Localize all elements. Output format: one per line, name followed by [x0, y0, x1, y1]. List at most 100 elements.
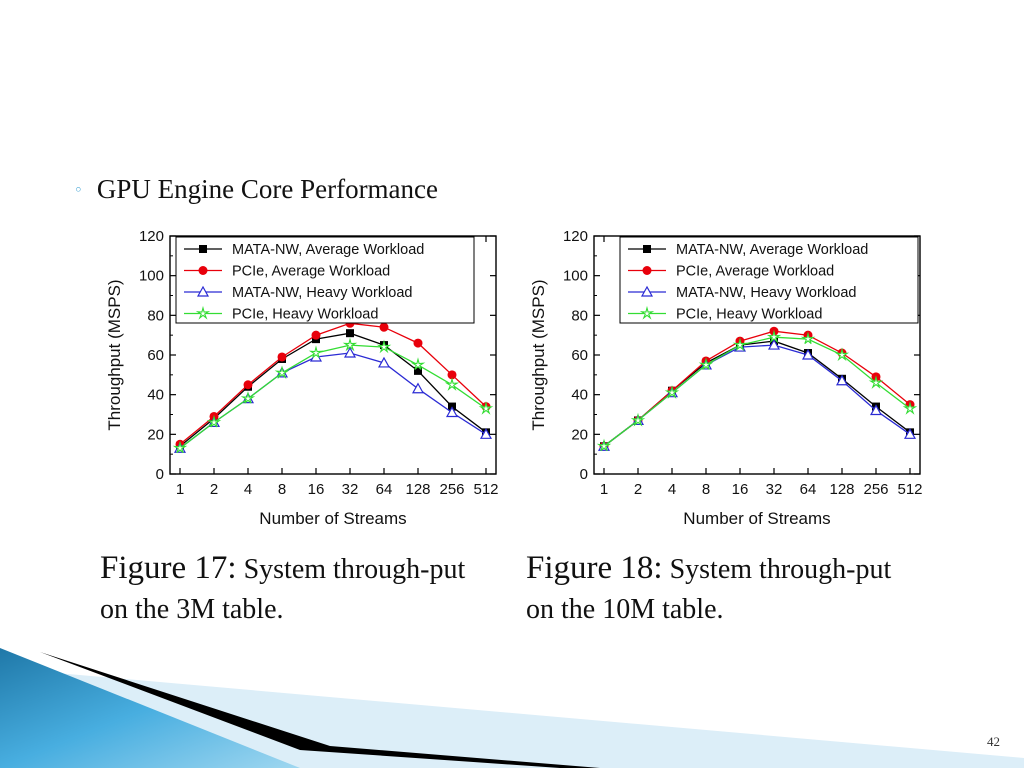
data-point [478, 401, 494, 415]
y-tick-label: 60 [147, 347, 164, 364]
legend-box [175, 236, 475, 324]
data-point [445, 406, 459, 418]
data-point [376, 339, 392, 354]
data-point [411, 382, 425, 394]
data-point [377, 356, 391, 368]
series-3 [172, 337, 494, 454]
x-tick-label: 512 [473, 481, 498, 498]
legend-marker [198, 266, 208, 275]
data-point [767, 338, 781, 350]
data-point [869, 404, 883, 416]
bullet-item: ◦ GPU Engine Core Performance [74, 174, 438, 205]
data-point [277, 352, 287, 362]
series-line [603, 344, 911, 447]
series-line [179, 322, 487, 445]
data-point [903, 428, 917, 439]
legend-label: MATA-NW, Heavy Workload [232, 285, 412, 301]
series-3 [596, 329, 918, 452]
legend-marker [199, 245, 207, 253]
x-axis-label: Number of Streams [683, 509, 830, 528]
x-tick-label: 16 [732, 481, 749, 498]
figure-18-chart: 0 20 40 60 80 100 120 1 2 4 8 16 32 64 128 256 512 Number… [522, 226, 932, 538]
legend-label: PCIe, Average Workload [232, 264, 390, 280]
x-tick-label: 256 [439, 481, 464, 498]
y-axis-label: Throughput (MSPS) [105, 279, 124, 430]
y-tick-label: 20 [571, 426, 588, 443]
legend-marker [643, 245, 651, 253]
legend-label: MATA-NW, Heavy Workload [676, 285, 856, 301]
data-point [240, 390, 256, 404]
data-point [630, 412, 646, 427]
x-tick-label: 64 [800, 481, 817, 498]
data-point [732, 337, 748, 352]
legend-label: PCIe, Heavy Workload [232, 307, 378, 323]
legend: MATA-NW, Average Workload PCIe, Average W… [175, 236, 475, 324]
data-point [664, 385, 680, 399]
y-tick-label: 0 [156, 466, 164, 483]
series-0 [600, 337, 914, 451]
legend-marker [642, 266, 652, 275]
y-tick-label: 40 [571, 387, 588, 404]
legend-label: PCIe, Heavy Workload [676, 307, 822, 323]
x-tick-label: 2 [634, 481, 642, 498]
legend-label: MATA-NW, Average Workload [676, 242, 868, 258]
y-tick-label: 100 [139, 268, 164, 285]
x-tick-label: 16 [308, 481, 325, 498]
data-point [346, 329, 354, 338]
data-point [410, 357, 426, 370]
legend-marker [639, 305, 655, 320]
legend: MATA-NW, Average Workload PCIe, Average W… [619, 236, 919, 324]
figure-18-label: Figure 18: [526, 550, 663, 586]
data-point [413, 338, 423, 348]
data-point [444, 377, 460, 391]
data-point [596, 438, 612, 452]
x-tick-label: 512 [897, 481, 922, 498]
data-point [274, 365, 290, 380]
y-tick-label: 80 [571, 307, 588, 324]
x-tick-label: 1 [176, 481, 184, 498]
data-point [698, 357, 714, 370]
data-point [834, 347, 850, 362]
series-1 [599, 326, 915, 451]
decor-black-stripe [40, 652, 600, 768]
data-point [835, 374, 849, 386]
slide-heading: GPU Engine Core Performance [96, 174, 439, 204]
y-tick-label: 40 [147, 387, 164, 404]
x-tick-label: 2 [210, 481, 218, 498]
legend-label: MATA-NW, Average Workload [232, 242, 424, 258]
figure-17-chart: 0 20 40 60 80 100 120 1 2 4 8 16 32 64 128 256 512 Number… [98, 226, 508, 538]
data-point [206, 414, 222, 428]
bottom-decoration [0, 648, 1024, 768]
x-axis-label: Number of Streams [259, 509, 406, 528]
y-tick-label: 0 [580, 466, 588, 483]
legend-box [619, 236, 919, 324]
data-point [479, 428, 493, 439]
x-tick-label: 4 [668, 481, 676, 498]
data-point [343, 346, 357, 358]
series-line [179, 332, 487, 447]
figure-18-text: System through-put on the 10M table. [526, 554, 892, 625]
figure-17-text: System through-put on the 3M table. [100, 554, 466, 625]
y-tick-label: 60 [571, 347, 588, 364]
series-0 [176, 329, 490, 451]
y-tick-label: 20 [147, 426, 164, 443]
legend-label: PCIe, Average Workload [676, 264, 834, 280]
bullet-icon: ◦ [74, 180, 83, 199]
data-point [414, 366, 422, 375]
series-line [179, 344, 487, 449]
data-point [311, 330, 321, 340]
data-point [243, 380, 253, 390]
y-tick-label: 80 [147, 307, 164, 324]
decor-light-band [0, 668, 1024, 768]
series-line [603, 330, 911, 447]
series-2 [597, 338, 917, 451]
figure-17-label: Figure 17: [100, 550, 237, 586]
x-tick-label: 8 [278, 481, 286, 498]
data-point [868, 375, 884, 389]
x-tick-label: 8 [702, 481, 710, 498]
y-tick-label: 100 [563, 268, 588, 285]
data-point [800, 331, 816, 345]
x-tick-label: 4 [244, 481, 252, 498]
data-point [342, 337, 358, 352]
x-tick-label: 64 [376, 481, 393, 498]
